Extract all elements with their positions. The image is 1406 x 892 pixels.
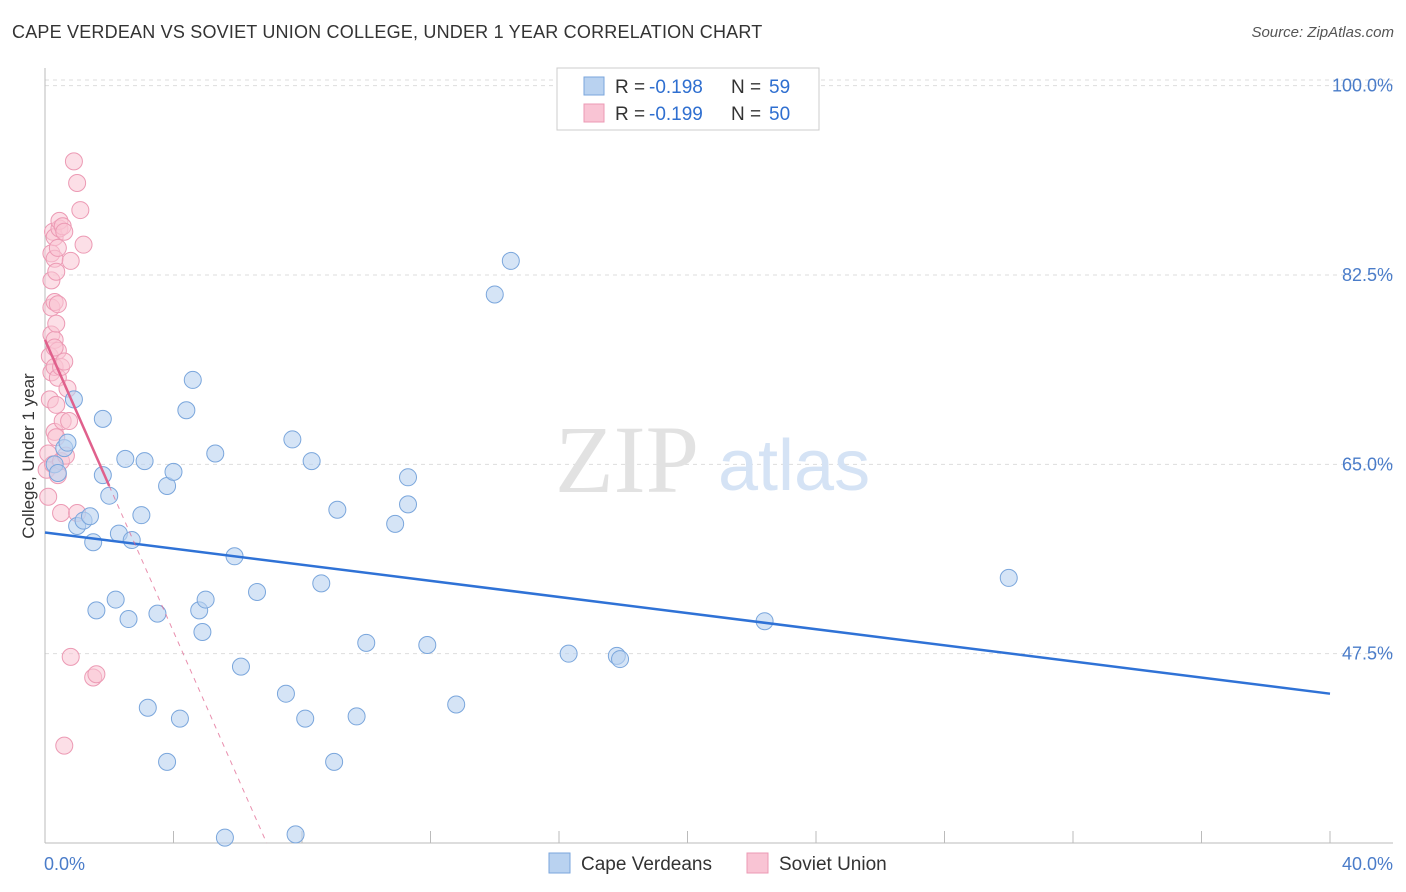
soviet-union-point-48 [87, 665, 106, 684]
cape-verdean-point-36 [276, 684, 295, 703]
cape-verdean-point-48 [399, 495, 418, 514]
watermark-atlas: atlas [718, 426, 870, 506]
cape-verdean-point-15 [116, 449, 135, 468]
legend-n-value-2: 50 [769, 104, 790, 125]
x-tick-labels: 0.0% 40.0% [44, 854, 1393, 874]
cape-verdean-point-22 [158, 752, 177, 771]
soviet-union-point-19 [47, 395, 66, 414]
cape-verdean-point-57 [999, 568, 1018, 587]
stats-legend: R = -0.198 N = 59 R = -0.199 N = 50 [556, 67, 820, 131]
chart-title: CAPE VERDEAN VS SOVIET UNION COLLEGE, UN… [12, 22, 763, 42]
soviet-union-point-44 [68, 174, 87, 193]
cape-verdean-point-7 [80, 507, 99, 526]
cape-verdean-points [45, 251, 1018, 847]
y-tick-label-2: 82.5% [1342, 265, 1393, 285]
cape-verdean-point-18 [132, 506, 151, 525]
cape-verdean-point-21 [148, 604, 167, 623]
cape-verdean-point-49 [418, 636, 437, 655]
series-legend-label-cape-verdeans: Cape Verdeans [581, 854, 712, 875]
grid-lines [45, 79, 1393, 655]
y-tick-label-3: 100.0% [1332, 76, 1393, 96]
x-tick-label-max: 40.0% [1342, 854, 1393, 874]
legend-n-label-1: N = [731, 77, 761, 98]
cape-verdean-point-44 [347, 707, 366, 726]
soviet-union-point-45 [71, 201, 90, 220]
soviet-union-point-20 [47, 314, 66, 333]
legend-r-label-2: R = [615, 104, 645, 125]
cape-verdean-point-52 [501, 251, 520, 270]
cape-verdean-point-32 [215, 828, 234, 847]
series-legend: Cape Verdeans Soviet Union [548, 852, 887, 875]
legend-r-label-1: R = [615, 77, 645, 98]
soviet-union-point-42 [64, 152, 83, 171]
cape-verdean-point-53 [559, 644, 578, 663]
soviet-union-point-41 [61, 647, 80, 666]
legend-r-value-2: -0.199 [649, 104, 703, 125]
cape-verdean-point-38 [286, 825, 305, 844]
cape-verdean-point-25 [170, 709, 189, 728]
cape-verdean-point-43 [328, 500, 347, 519]
cape-verdean-point-1 [48, 463, 67, 482]
cape-verdean-point-8 [84, 533, 103, 552]
soviet-union-trend-line [43, 339, 111, 487]
cape-verdean-point-31 [206, 444, 225, 463]
legend-n-label-2: N = [731, 104, 761, 125]
cape-verdean-point-40 [302, 452, 321, 471]
cape-verdean-point-35 [248, 582, 267, 601]
cape-verdean-point-47 [399, 468, 418, 487]
y-axis-label: College, Under 1 year [19, 373, 38, 539]
y-tick-label-1: 65.0% [1342, 454, 1393, 474]
soviet-union-point-40 [61, 251, 80, 270]
cape-verdean-point-34 [231, 657, 250, 676]
legend-swatch-pink [583, 103, 605, 123]
cape-verdean-point-13 [106, 590, 125, 609]
watermark: ZIP atlas [555, 406, 870, 513]
legend-n-value-1: 59 [769, 77, 790, 98]
soviet-union-point-36 [55, 736, 74, 755]
soviet-union-point-1 [39, 487, 58, 506]
cape-verdean-point-46 [386, 514, 405, 533]
cape-verdean-point-39 [296, 709, 315, 728]
cape-verdean-point-45 [357, 633, 376, 652]
cape-verdean-point-41 [312, 574, 331, 593]
y-tick-labels: 47.5% 65.0% 82.5% 100.0% [1332, 76, 1393, 664]
soviet-union-point-46 [74, 235, 93, 254]
series-legend-swatch-soviet-union [746, 852, 769, 874]
watermark-zip: ZIP [555, 406, 699, 513]
cape-verdean-point-27 [183, 370, 202, 389]
cape-verdean-point-55 [611, 650, 630, 669]
cape-verdean-point-17 [122, 531, 141, 550]
cape-verdean-trend-line [44, 531, 1331, 695]
cape-verdean-point-20 [138, 698, 157, 717]
soviet-union-point-25 [48, 295, 67, 314]
legend-swatch-blue [583, 76, 605, 96]
trend-lines [43, 339, 1331, 844]
series-legend-swatch-cape-verdeans [548, 852, 571, 874]
legend-r-value-1: -0.198 [649, 77, 703, 98]
cape-verdean-point-24 [164, 462, 183, 481]
cape-verdean-point-10 [93, 409, 112, 428]
soviet-union-point-21 [47, 262, 66, 281]
cape-verdean-point-26 [177, 401, 196, 420]
cape-verdean-point-51 [485, 285, 504, 304]
x-tick-label-min: 0.0% [44, 854, 85, 874]
cape-verdean-point-29 [193, 623, 212, 642]
soviet-union-point-35 [55, 222, 74, 241]
cape-verdean-point-42 [325, 752, 344, 771]
soviet-union-point-29 [52, 504, 71, 523]
series-legend-label-soviet-union: Soviet Union [779, 854, 887, 875]
soviet-union-point-39 [60, 412, 79, 431]
cape-verdean-point-37 [283, 430, 302, 449]
cape-verdean-point-3 [58, 433, 77, 452]
cape-verdean-point-12 [100, 486, 119, 505]
cape-verdean-point-30 [196, 590, 215, 609]
source-label: Source: ZipAtlas.com [1251, 24, 1394, 41]
soviet-union-point-26 [48, 238, 67, 257]
y-tick-label-0: 47.5% [1342, 644, 1393, 664]
cape-verdean-point-16 [119, 610, 138, 629]
cape-verdean-point-19 [135, 452, 154, 471]
cape-verdean-point-50 [447, 695, 466, 714]
cape-verdean-point-9 [87, 601, 106, 620]
